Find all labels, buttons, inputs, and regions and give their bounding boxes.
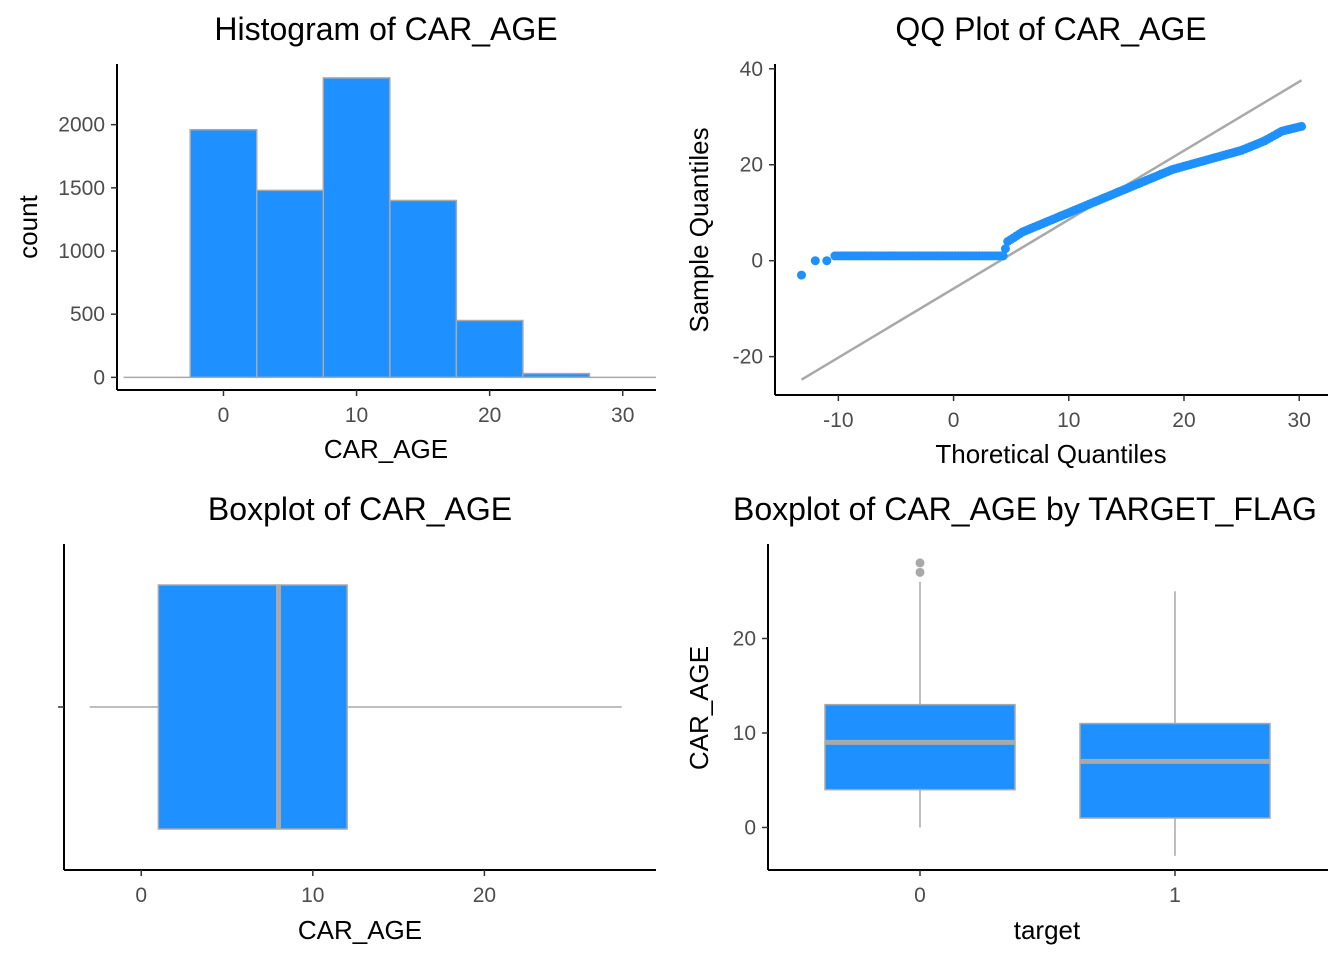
histogram-x-tick-label: 20 (478, 404, 501, 427)
histogram-axes: 0 500 1000 1500 2000 0 10 20 30 (58, 64, 656, 427)
box2-y-tick-label: 20 (733, 627, 756, 650)
qq-x-tick-label: 10 (1057, 409, 1080, 432)
histogram-title: Histogram of CAR_AGE (214, 11, 557, 47)
qq-y-tick-label: 20 (740, 154, 763, 177)
histogram-y-tick-label: 1000 (58, 240, 105, 263)
box2-x-tick-label: 0 (914, 884, 926, 907)
boxplot-x-tick-label: 0 (135, 884, 147, 907)
qq-x-tick-label: 20 (1172, 409, 1195, 432)
qq-point (822, 256, 832, 266)
histogram-y-tick-label: 500 (70, 303, 105, 326)
histogram-bar (389, 199, 458, 379)
qq-y-tick-label: 0 (751, 250, 763, 273)
qq-point (810, 256, 820, 266)
histogram-y-tick-label: 1500 (58, 177, 105, 200)
boxplot-title: Boxplot of CAR_AGE (208, 491, 512, 527)
qq-point (1000, 244, 1010, 254)
qq-line (800, 79, 1303, 381)
box2-y-tick-label: 0 (744, 816, 756, 839)
qq-panel: QQ Plot of CAR_AGE -20 0 20 40 -10 0 10 20 30 Th… (684, 11, 1328, 469)
qq-title: QQ Plot of CAR_AGE (895, 11, 1206, 47)
boxplot-panel: Boxplot of CAR_AGE 0 10 20 CAR_AGE (58, 491, 656, 945)
boxplot-x-tick-label: 10 (301, 884, 324, 907)
box-outlier (915, 567, 925, 577)
histogram-bar (189, 128, 258, 379)
boxplot-axes: 0 10 20 (58, 544, 656, 907)
qq-reference-line (800, 79, 1303, 381)
boxplot-by-target-boxes (824, 558, 1271, 856)
qq-axes: -20 0 20 40 -10 0 10 20 30 (733, 58, 1328, 432)
histogram-x-tick-label: 0 (218, 404, 230, 427)
histogram-panel: Histogram of CAR_AGE 0 500 1000 1500 2000 0 10… (13, 11, 656, 464)
qq-point (998, 251, 1008, 261)
qq-point (797, 270, 806, 280)
histogram-bar (522, 372, 591, 379)
box-iqr (1079, 722, 1271, 819)
histogram-bar (455, 319, 524, 379)
boxplot-by-target-x-label: target (1014, 915, 1081, 945)
qq-y-tick-label: 40 (740, 58, 763, 81)
qq-x-tick-label: 0 (948, 409, 960, 432)
boxplot-by-target-title: Boxplot of CAR_AGE by TARGET_FLAG (733, 491, 1317, 527)
qq-x-label: Thoretical Quantiles (935, 439, 1166, 469)
histogram-y-tick-label: 2000 (58, 114, 105, 137)
box2-x-tick-label: 1 (1169, 884, 1181, 907)
boxplot-by-target-axes: 0 10 20 0 1 (733, 544, 1328, 907)
qq-y-label: Sample Quantiles (684, 127, 714, 332)
histogram-x-tick-label: 10 (345, 404, 368, 427)
qq-x-tick-label: 30 (1288, 409, 1311, 432)
boxplot-box (89, 584, 622, 830)
boxplot-x-tick-label: 20 (473, 884, 496, 907)
boxplot-iqr-box (157, 584, 348, 830)
histogram-y-label: count (13, 194, 43, 258)
histogram-bar (322, 77, 391, 379)
histogram-y-tick-label: 0 (93, 366, 105, 389)
boxplot-x-label: CAR_AGE (298, 915, 422, 945)
box2-y-tick-label: 10 (733, 722, 756, 745)
histogram-x-label: CAR_AGE (324, 434, 448, 464)
histogram-bars (123, 77, 656, 379)
qq-points (797, 121, 1306, 280)
histogram-x-tick-label: 30 (611, 404, 634, 427)
boxplot-by-target-panel: Boxplot of CAR_AGE by TARGET_FLAG 010200… (684, 491, 1328, 945)
histogram-bar (255, 189, 325, 379)
box-iqr (824, 703, 1016, 791)
box-outlier (915, 558, 925, 568)
qq-y-tick-label: -20 (733, 346, 763, 369)
boxplot-by-target-y-label: CAR_AGE (684, 646, 714, 770)
qq-point (1297, 121, 1306, 131)
qq-x-tick-label: -10 (823, 409, 853, 432)
